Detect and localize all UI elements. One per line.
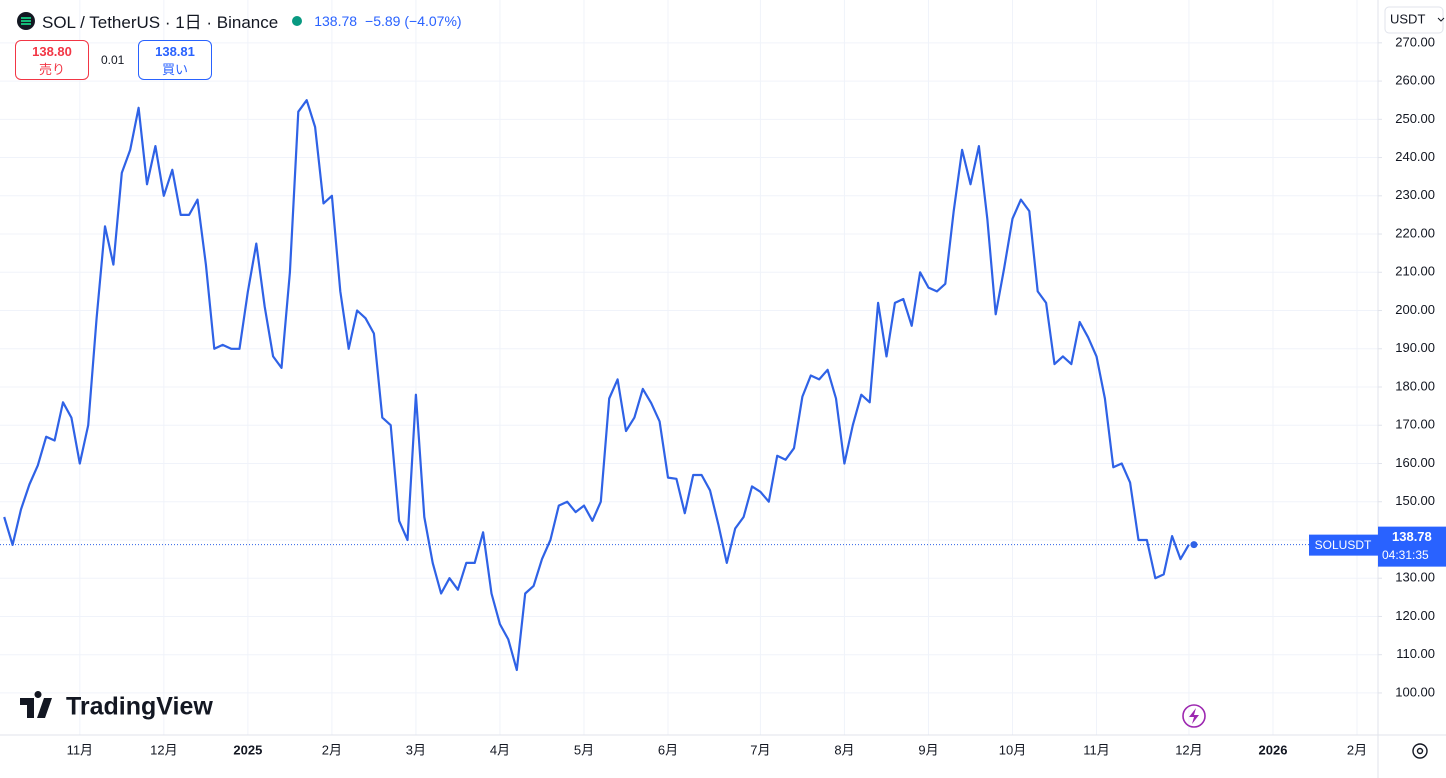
x-tick-label: 12月 [150,742,177,757]
market-status [292,15,303,26]
sell-label: 売り [38,62,65,77]
sell-button[interactable]: 138.80 売り [15,40,89,80]
y-tick-label: 200.00 [1395,302,1435,317]
grid-layer [0,0,1378,735]
y-tick-label: 260.00 [1395,73,1435,88]
y-tick-label: 100.00 [1395,684,1435,699]
y-tick-label: 220.00 [1395,225,1435,240]
x-axis-area [0,735,1446,778]
buy-label: 買い [161,62,188,77]
x-tick-label: 4月 [490,742,510,757]
x-tick-label: 5月 [574,742,594,757]
settings-icon-center [1416,747,1424,755]
logo-mark [20,690,52,718]
header: SOL / TetherUS · 1日 · Binance 138.78 −5.… [16,8,462,33]
plot-layer [0,99,1378,672]
dropdown-arrow [1437,17,1445,22]
x-tick-label: 3月 [406,742,426,757]
price-tag-value: 138.78 [1392,529,1432,544]
y-axis-area [1378,0,1446,778]
buy-price: 138.81 [155,44,195,59]
symbol-icon [17,11,35,30]
y-tick-label: 170.00 [1395,417,1435,432]
alert-icon[interactable] [1182,704,1206,728]
x-tick-label: 2月 [1347,742,1367,757]
x-tick-label: 2月 [322,742,342,757]
symbol-title: SOL / TetherUS · 1日 · Binance [42,13,279,32]
y-tick-label: 270.00 [1395,34,1435,49]
x-tick-label: 12月 [1175,742,1202,757]
symbol-tag-label: SOLUSDT [1315,538,1372,552]
sell-price: 138.80 [32,44,72,59]
tradingview-logo: TradingView [20,690,213,721]
y-tick-label: 230.00 [1395,187,1435,202]
price-line [3,99,1190,672]
currency: USDT [1390,11,1425,26]
last-point [1190,541,1198,549]
spread: 0.01 [101,53,125,67]
alert-bolt [1189,708,1199,724]
y-tick-label: 110.00 [1396,646,1435,661]
x-tick-label: 6月 [658,742,678,757]
x-tick-label: 7月 [750,742,770,757]
x-tick-label: 11月 [1083,742,1110,757]
currency-dropdown[interactable] [1384,6,1444,34]
price-change: −5.89 (−4.07%) [365,12,462,29]
y-tick-label: 130.00 [1395,570,1435,585]
y-tick-label: 190.00 [1395,340,1435,355]
settings-icon[interactable] [1412,743,1428,759]
symbol-tag [1309,534,1378,556]
last-price: 138.78 [314,12,358,29]
price-tag-countdown: 04:31:35 [1382,548,1429,562]
y-tick-label: 160.00 [1395,455,1435,470]
x-tick-label: 2026 [1259,742,1288,757]
axis-layer: 100.00110.00120.00130.00140.00150.00160.… [67,34,1446,757]
x-tick-label: 9月 [918,742,938,757]
logo-text: TradingView [66,693,213,721]
y-tick-label: 240.00 [1395,149,1435,164]
y-tick-label: 180.00 [1395,378,1435,393]
y-tick-label: 210.00 [1395,264,1435,279]
x-tick-label: 2025 [233,742,262,757]
x-tick-label: 8月 [834,742,854,757]
x-tick-label: 11月 [67,742,94,757]
buy-button[interactable]: 138.81 買い [138,40,212,80]
y-tick-label: 150.00 [1395,493,1435,508]
price-tag [1378,526,1446,567]
y-tick-label: 250.00 [1395,111,1435,126]
x-tick-label: 10月 [999,742,1026,757]
y-tick-label: 120.00 [1395,608,1435,623]
